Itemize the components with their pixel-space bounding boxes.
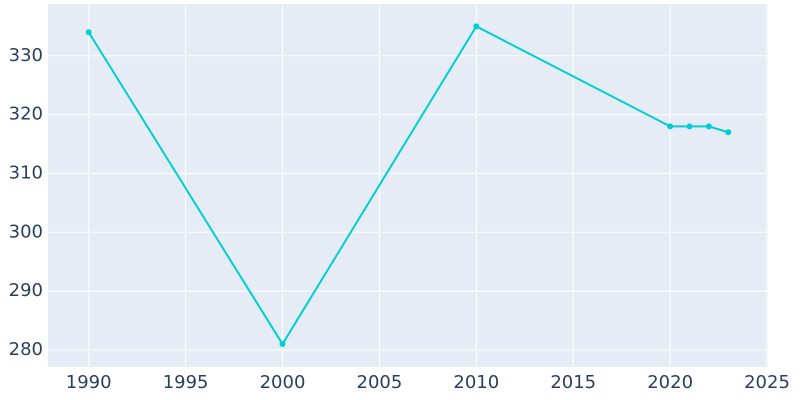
- x-tick-label: 2000: [260, 372, 306, 393]
- x-tick-label: 1990: [66, 372, 112, 393]
- y-tick-label: 280: [9, 339, 43, 360]
- y-tick-label: 330: [9, 45, 43, 66]
- x-tick-label: 2020: [647, 372, 693, 393]
- point: [473, 23, 480, 30]
- point: [705, 123, 712, 130]
- x-tick-label: 1995: [163, 372, 209, 393]
- point: [686, 123, 693, 130]
- point: [85, 29, 92, 36]
- y-tick-label: 290: [9, 280, 43, 301]
- x-tick-label: 2015: [550, 372, 596, 393]
- y-tick-label: 300: [9, 221, 43, 242]
- point: [667, 123, 674, 130]
- x-tick-label: 2005: [357, 372, 403, 393]
- y-tick-label: 310: [9, 162, 43, 183]
- point: [725, 129, 732, 136]
- point: [279, 341, 286, 348]
- y-tick-label: 320: [9, 104, 43, 125]
- plot-area: [48, 4, 768, 367]
- x-tick-label: 2025: [744, 372, 790, 393]
- x-tick-label: 2010: [453, 372, 499, 393]
